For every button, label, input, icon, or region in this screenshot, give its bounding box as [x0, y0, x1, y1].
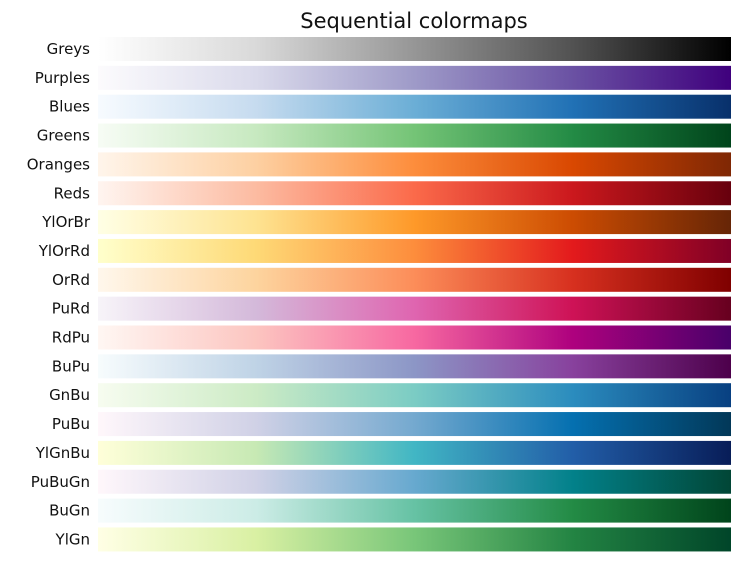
colormap-label-reds: Reds	[54, 184, 90, 202]
colormap-bar-gnbu	[98, 383, 731, 408]
colormap-label-ylorrd: YlOrRd	[38, 242, 90, 260]
colormap-label-bupu: BuPu	[52, 357, 90, 375]
colormap-bar-oranges	[98, 152, 731, 177]
colormap-bar-orrd	[98, 267, 731, 292]
colormap-bar-purples	[98, 65, 731, 90]
colormap-bar-pubugn	[98, 469, 731, 494]
colormap-label-oranges: Oranges	[27, 155, 90, 173]
colormap-rows: Greys Purples Blues Greens Oranges Reds YlOrBr…	[27, 37, 731, 552]
colormap-label-greys: Greys	[47, 40, 91, 58]
colormap-bar-reds	[98, 181, 731, 206]
colormap-bar-blues	[98, 94, 731, 119]
chart-title: Sequential colormaps	[300, 9, 528, 33]
colormap-label-greens: Greens	[37, 127, 90, 145]
colormap-bar-bugn	[98, 498, 731, 523]
colormap-label-pubugn: PuBuGn	[31, 473, 90, 491]
colormap-label-pubu: PuBu	[52, 415, 90, 433]
colormap-label-blues: Blues	[49, 98, 90, 116]
colormap-label-purples: Purples	[35, 69, 90, 87]
colormap-bar-greys	[98, 37, 731, 61]
colormap-bar-ylgn	[98, 527, 731, 552]
colormap-bar-rdpu	[98, 325, 731, 350]
colormap-bar-ylorbr	[98, 210, 731, 235]
colormap-bar-bupu	[98, 354, 731, 379]
colormap-bar-greens	[98, 123, 731, 148]
colormap-label-ylorbr: YlOrBr	[41, 213, 91, 231]
colormap-bar-ylgnbu	[98, 440, 731, 465]
colormap-label-ylgn: YlGn	[55, 530, 90, 548]
colormap-label-orrd: OrRd	[52, 271, 90, 289]
colormap-bar-purd	[98, 296, 731, 321]
colormap-bar-ylorrd	[98, 238, 731, 263]
colormap-bar-pubu	[98, 412, 731, 437]
colormap-label-bugn: BuGn	[49, 502, 90, 520]
colormap-label-rdpu: RdPu	[52, 329, 90, 347]
colormap-label-purd: PuRd	[52, 300, 90, 318]
colormap-label-gnbu: GnBu	[49, 386, 90, 404]
colormap-label-ylgnbu: YlGnBu	[35, 444, 90, 462]
